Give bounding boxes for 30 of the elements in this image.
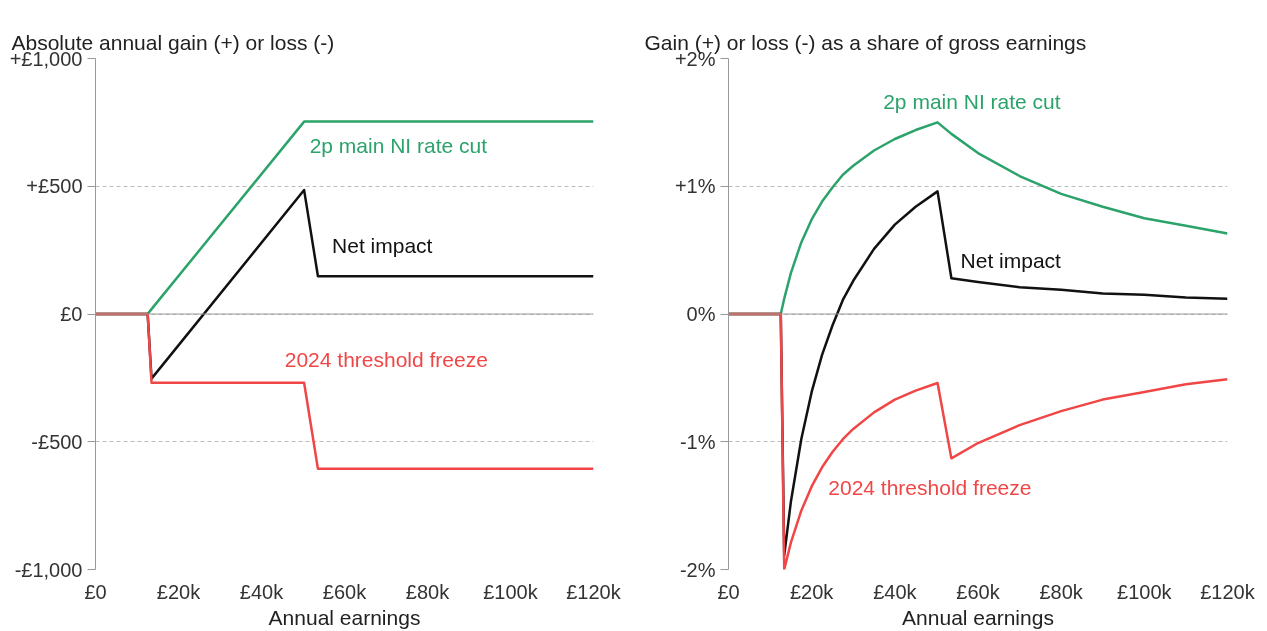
x-tick-label: £0 [717,580,740,603]
x-tick-label: £100k [1117,580,1173,603]
x-tick-label: £80k [405,580,451,603]
series-label: 2p main NI rate cut [309,133,488,157]
y-tick-label: £0 [60,303,83,325]
x-axis-title: Annual earnings [268,605,421,629]
series-label: 2024 threshold freeze [284,348,488,372]
x-tick-label: £100k [483,580,539,603]
series-label: 2p main NI rate cut [883,90,1061,114]
series-label: 2024 threshold freeze [828,476,1032,500]
series-label: Net impact [960,248,1062,272]
y-tick-label: +£500 [26,175,83,198]
y-tick-label: +1% [674,175,716,198]
y-tick-label: -1% [679,430,716,453]
x-tick-label: £20k [156,580,202,603]
x-tick-label: £40k [873,580,918,603]
y-tick-label: -£1,000 [14,558,83,581]
y-tick-label: -2% [679,558,716,581]
x-tick-label: £0 [84,580,107,603]
series-label: Net impact [332,233,433,257]
y-tick-label: 0% [686,303,716,325]
y-tick-label: -£500 [31,430,83,453]
x-tick-label: £60k [322,580,368,603]
x-tick-label: £120k [1200,580,1256,603]
x-tick-label: £120k [566,580,622,603]
x-tick-label: £40k [239,580,285,603]
x-tick-label: £60k [956,580,1001,603]
x-axis-title: Annual earnings [902,605,1054,629]
x-tick-label: £80k [1039,580,1084,603]
x-tick-label: £20k [789,580,835,603]
